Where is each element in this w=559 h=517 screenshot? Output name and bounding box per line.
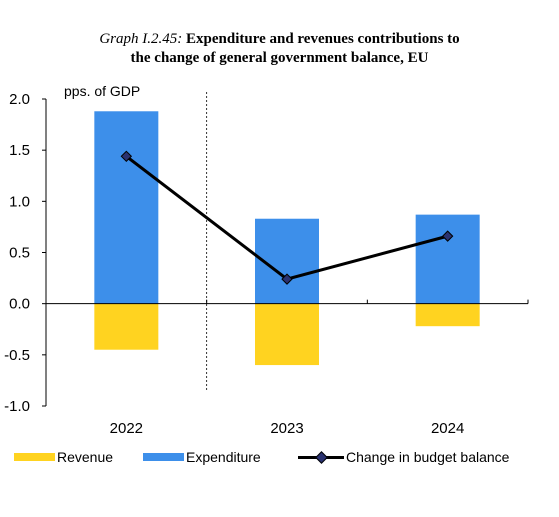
y-tick-label: 1.5 bbox=[9, 142, 30, 159]
balance-point bbox=[441, 230, 454, 242]
legend-label-revenue: Revenue bbox=[57, 449, 114, 465]
balance-point bbox=[120, 150, 133, 163]
revenue-bar bbox=[415, 303, 480, 327]
y-tick-label: 1.0 bbox=[9, 193, 30, 210]
revenue-swatch bbox=[14, 453, 55, 461]
y-tick-label: 2.0 bbox=[9, 91, 30, 108]
chart-title-line1: Expenditure and revenues contributions t… bbox=[186, 31, 460, 47]
expenditure-swatch bbox=[143, 453, 184, 461]
revenue-bar bbox=[255, 303, 319, 366]
chart-title: Graph I.2.45: Expenditure and revenues c… bbox=[0, 30, 559, 68]
y-tick-label: 0.0 bbox=[9, 296, 30, 313]
legend-item-revenue: Revenue bbox=[14, 447, 113, 467]
chart-title-prefix: Graph I.2.45: bbox=[99, 31, 183, 47]
chart-plot: 2.0 1.5 1.0 0.5 0.0 -0.5 -1.0 pps. of GDP 2022 20… bbox=[4, 83, 529, 437]
balance-point bbox=[281, 273, 293, 285]
legend-item-expenditure: Expenditure bbox=[143, 447, 261, 467]
x-tick-label: 2024 bbox=[431, 420, 464, 437]
chart-legend: Revenue Expenditure Change in budget bal… bbox=[0, 447, 559, 467]
y-axis-unit-label: pps. of GDP bbox=[64, 83, 140, 99]
expenditure-bar bbox=[415, 214, 480, 304]
x-tick-label: 2023 bbox=[270, 420, 303, 437]
expenditure-bar bbox=[94, 111, 159, 304]
y-tick-label: 0.5 bbox=[9, 245, 30, 262]
legend-label-balance: Change in budget balance bbox=[346, 449, 510, 465]
x-tick-label: 2022 bbox=[110, 420, 143, 437]
legend-label-expenditure: Expenditure bbox=[186, 449, 261, 465]
balance-line-swatch bbox=[298, 451, 344, 464]
y-tick-label: -0.5 bbox=[4, 347, 30, 364]
y-tick-label: -1.0 bbox=[4, 398, 30, 415]
revenue-bar bbox=[94, 303, 159, 350]
chart-title-line2: the change of general government balance… bbox=[130, 50, 429, 66]
legend-item-balance: Change in budget balance bbox=[298, 447, 509, 467]
